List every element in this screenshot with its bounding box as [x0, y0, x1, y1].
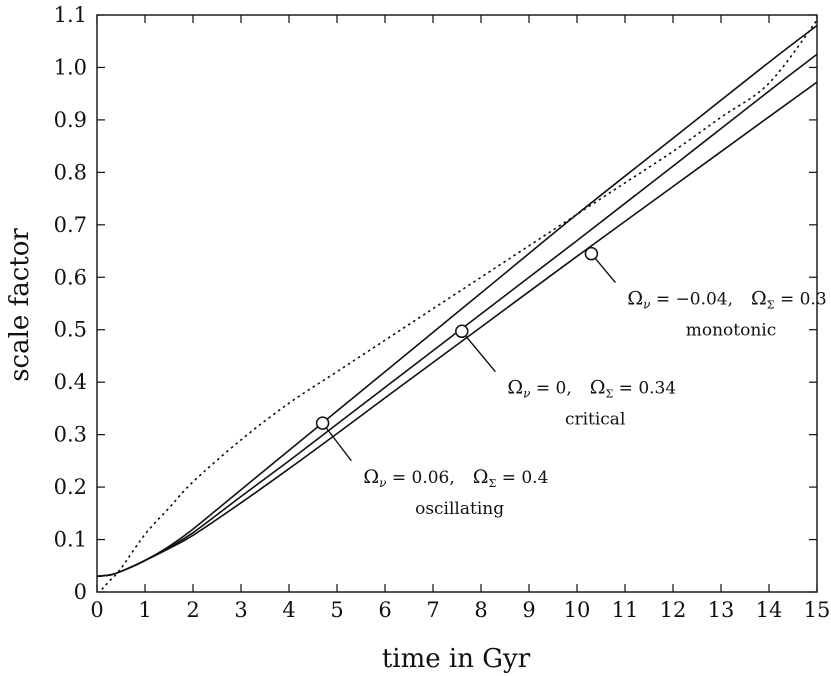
x-tick-label: 9 — [522, 598, 535, 622]
leader-line — [325, 427, 352, 462]
transition-marker — [315, 416, 330, 430]
x-tick-label: 5 — [330, 598, 343, 622]
x-tick-label: 1 — [138, 598, 151, 622]
x-axis-ticks: 0 1 2 3 4 5 6 7 8 9 10 11 12 13 14 15 — [90, 15, 830, 622]
x-tick-label: 13 — [708, 598, 735, 622]
annotation-label: critical — [565, 410, 625, 430]
y-tick-label: 1.1 — [54, 3, 87, 27]
x-tick-label: 14 — [756, 598, 783, 622]
dotted-series-line — [101, 19, 818, 590]
transition-marker — [455, 324, 469, 339]
annotation-parameters: Ων = 0.06, ΩΣ = 0.4 — [363, 466, 548, 490]
plot-border — [96, 14, 818, 593]
y-tick-label: 0.9 — [54, 108, 87, 132]
x-tick-label: 12 — [660, 598, 687, 622]
leader-line — [465, 335, 496, 373]
y-tick-label: 0 — [74, 580, 87, 604]
y-axis-ticks: 0 0.1 0.2 0.3 0.4 0.5 0.6 0.7 0.8 0.9 1.0 1.1 — [54, 3, 817, 604]
annotation-label: monotonic — [686, 321, 777, 341]
x-tick-label: 4 — [282, 598, 295, 622]
x-tick-label: 7 — [426, 598, 439, 622]
y-axis-title: scale factor — [5, 228, 35, 382]
annotation-parameters: Ων = 0, ΩΣ = 0.34 — [507, 377, 676, 401]
x-tick-label: 6 — [378, 598, 391, 622]
annotation-label: oscillating — [415, 499, 504, 519]
x-tick-label: 10 — [564, 598, 591, 622]
y-tick-label: 0.3 — [54, 423, 87, 447]
y-tick-label: 1.0 — [54, 55, 87, 79]
y-tick-label: 0.2 — [54, 475, 87, 499]
x-tick-label: 8 — [474, 598, 487, 622]
y-tick-label: 0.1 — [54, 528, 87, 552]
x-axis-title: time in Gyr — [382, 644, 531, 674]
y-tick-label: 0.5 — [54, 318, 87, 342]
x-tick-label: 11 — [612, 598, 639, 622]
marker-layer — [315, 246, 616, 462]
leader-line — [594, 257, 616, 283]
plot-frame — [96, 14, 818, 593]
series-layer — [96, 19, 818, 590]
y-tick-label: 0.8 — [54, 160, 87, 184]
transition-marker — [584, 246, 599, 261]
annotation-parameters: Ων = −0.04, ΩΣ = 0.3 — [627, 288, 826, 312]
x-tick-label: 15 — [804, 598, 831, 622]
y-tick-label: 0.7 — [54, 213, 87, 237]
x-tick-label: 2 — [186, 598, 199, 622]
x-tick-label: 3 — [234, 598, 247, 622]
y-tick-label: 0.6 — [54, 265, 87, 289]
series-line-3 — [96, 81, 818, 578]
y-tick-label: 0.4 — [54, 370, 87, 394]
annotation-layer: Ων = 0.06, ΩΣ = 0.4 oscillating Ων = 0, ΩΣ =… — [363, 288, 826, 519]
x-tick-label: 0 — [90, 598, 103, 622]
